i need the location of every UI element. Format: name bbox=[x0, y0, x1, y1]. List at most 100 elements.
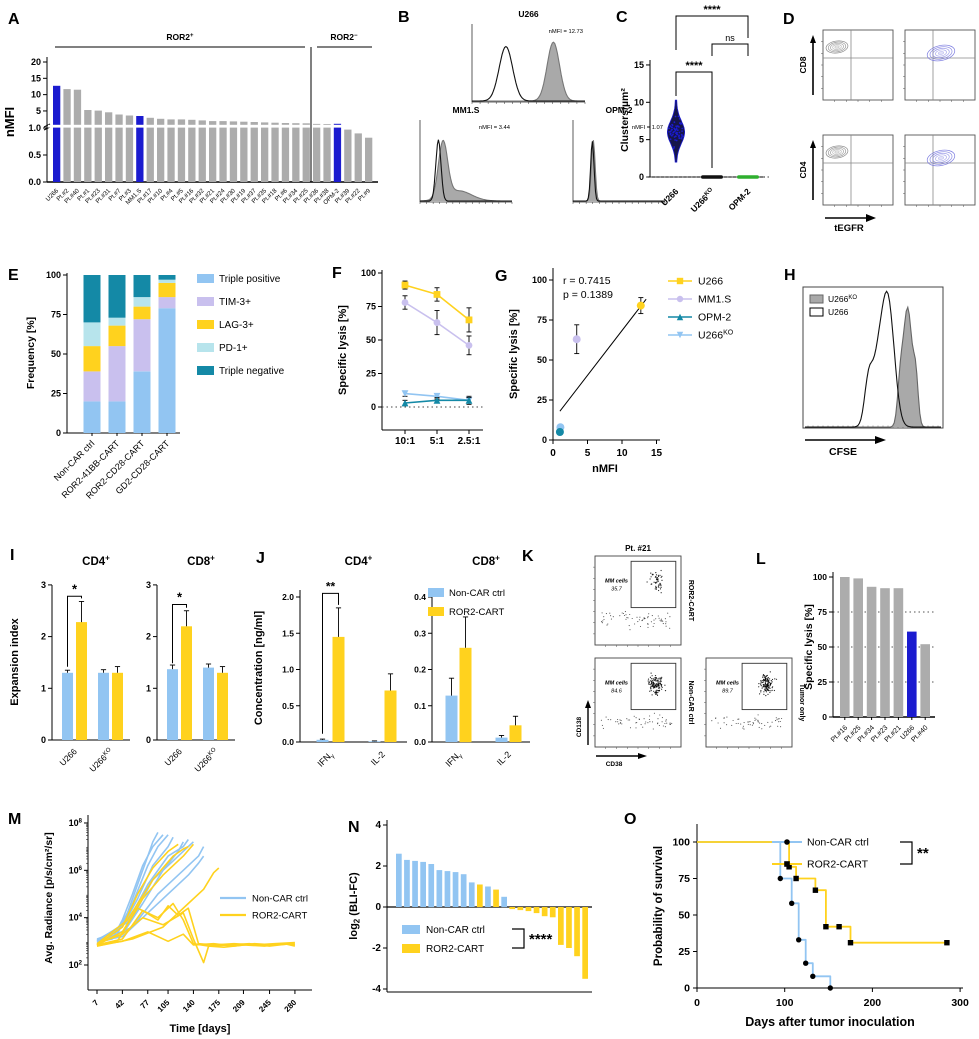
dot bbox=[600, 621, 603, 623]
dot bbox=[655, 585, 657, 587]
marker-square bbox=[401, 281, 409, 289]
bar-ctrl bbox=[167, 669, 178, 740]
tspan: nMFI bbox=[2, 107, 17, 137]
x-tick: 209 bbox=[231, 998, 247, 1014]
legend-swatch bbox=[197, 366, 214, 375]
y-tick: 0.0 bbox=[282, 737, 294, 747]
tspan: 2 bbox=[375, 861, 381, 872]
dot bbox=[660, 592, 662, 594]
dot bbox=[662, 725, 664, 727]
dot bbox=[778, 718, 780, 720]
tspan: 1.0 bbox=[28, 123, 41, 133]
tspan: KO bbox=[704, 187, 715, 198]
dot bbox=[743, 728, 745, 730]
dot bbox=[754, 717, 756, 719]
plot-title: U266 bbox=[518, 9, 539, 19]
y-tick: 1.5 bbox=[282, 628, 294, 638]
tspan: ** bbox=[917, 845, 929, 862]
tspan: 75 bbox=[51, 310, 61, 320]
dot bbox=[758, 726, 760, 728]
x-tick: 77 bbox=[139, 998, 152, 1011]
tspan: CD8 bbox=[187, 556, 211, 568]
violin-dot bbox=[682, 135, 684, 138]
dot bbox=[769, 726, 771, 728]
violin-dot bbox=[672, 147, 675, 150]
y-axis-label: log2 (BLI-FC) bbox=[348, 872, 361, 940]
x-tick: U266KO bbox=[87, 746, 115, 774]
stack-seg bbox=[158, 308, 176, 433]
dot bbox=[763, 693, 765, 696]
y-tick: 100 bbox=[672, 837, 690, 849]
dot bbox=[649, 715, 651, 717]
dot bbox=[764, 684, 766, 686]
dot bbox=[762, 674, 765, 676]
sig-bracket bbox=[900, 841, 913, 865]
dot bbox=[609, 612, 611, 614]
sig-label: * bbox=[72, 581, 78, 596]
dot bbox=[769, 683, 772, 686]
dot bbox=[636, 616, 638, 618]
tspan: MM1.S bbox=[698, 294, 731, 306]
dot bbox=[615, 721, 617, 723]
tspan: KO bbox=[723, 330, 734, 337]
dot bbox=[777, 725, 779, 727]
waterfall-bar bbox=[558, 907, 564, 945]
dot bbox=[653, 685, 655, 687]
y-tick: 20 bbox=[31, 57, 41, 67]
y-tick: 25 bbox=[678, 946, 690, 958]
dot bbox=[648, 682, 650, 684]
sig-bracket bbox=[322, 592, 339, 734]
dot bbox=[767, 686, 769, 688]
tspan: 0 bbox=[694, 997, 700, 1009]
x-tick: IFNγ bbox=[315, 749, 336, 770]
arrow-head bbox=[810, 35, 816, 43]
waterfall-bar bbox=[396, 853, 402, 907]
dot bbox=[621, 723, 623, 725]
tspan: LAG-3+ bbox=[219, 320, 254, 331]
dot bbox=[650, 688, 652, 690]
panel-label-E: E bbox=[8, 267, 19, 284]
tspan: 25 bbox=[537, 395, 547, 405]
waterfall-bar bbox=[404, 859, 410, 907]
dot bbox=[659, 714, 661, 716]
x-tick: 10 bbox=[616, 448, 628, 459]
violin-dot bbox=[680, 133, 683, 136]
y-tick: 50 bbox=[537, 355, 547, 365]
dot bbox=[651, 684, 654, 686]
dot bbox=[650, 690, 652, 692]
x-axis-label: Time [days] bbox=[170, 1023, 231, 1035]
dot bbox=[762, 675, 764, 677]
dot bbox=[629, 613, 631, 616]
sig-bracket bbox=[67, 595, 82, 667]
dot bbox=[765, 691, 768, 693]
dot bbox=[656, 678, 658, 680]
tspan: nMFI bbox=[592, 463, 618, 475]
x-tick: 15 bbox=[651, 448, 663, 459]
y-tick: 50 bbox=[678, 910, 690, 922]
tspan: 2.0 bbox=[282, 592, 294, 602]
dot bbox=[767, 687, 769, 689]
dot bbox=[732, 719, 734, 722]
y-tick: 3 bbox=[41, 580, 46, 590]
dot bbox=[640, 724, 642, 726]
flow-plot-frame bbox=[822, 134, 894, 206]
dot bbox=[774, 678, 776, 680]
tspan: CD8 bbox=[472, 556, 496, 568]
dot bbox=[644, 617, 646, 620]
dot bbox=[656, 581, 658, 584]
dot bbox=[770, 680, 772, 682]
tspan: 20 bbox=[31, 57, 41, 67]
subplot-title: CD4+ bbox=[82, 554, 110, 568]
y-axis-label: Specific lysis [%] bbox=[337, 305, 349, 395]
dot bbox=[749, 724, 751, 726]
dot bbox=[646, 581, 648, 583]
dot bbox=[658, 589, 660, 592]
tspan: CD8 bbox=[798, 56, 808, 73]
bar-Pt.#21 bbox=[209, 121, 217, 182]
dot bbox=[625, 618, 627, 620]
dot bbox=[649, 578, 651, 580]
trace-cart bbox=[96, 912, 296, 964]
bar-ctrl bbox=[445, 695, 458, 742]
y-tick: 0 bbox=[639, 172, 644, 182]
